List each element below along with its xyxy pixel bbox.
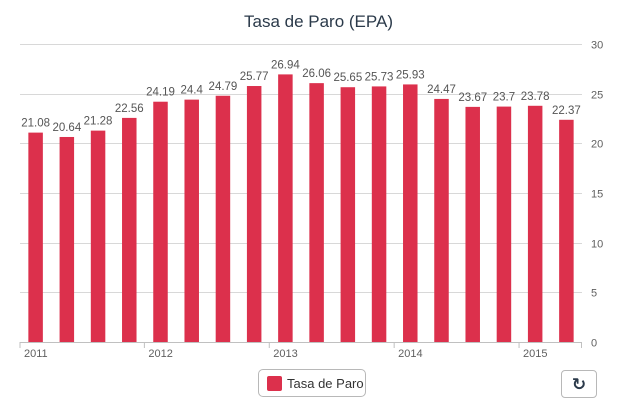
data-label: 23.67 (458, 92, 487, 104)
x-tick-label: 2015 (523, 348, 547, 360)
data-label: 20.64 (52, 122, 81, 134)
bar[interactable] (122, 117, 137, 343)
data-label: 21.08 (21, 118, 50, 130)
y-tick-label: 15 (591, 189, 603, 201)
bar[interactable] (28, 132, 43, 342)
data-label: 22.37 (552, 105, 581, 117)
bar[interactable] (90, 130, 106, 342)
axes: 0 5 10 15 20 25 30 2011 2012 2013 2014 2015 (19, 40, 603, 360)
data-label: 22.56 (115, 103, 144, 115)
data-label: 23.7 (493, 92, 515, 104)
legend-label: Tasa de Paro (287, 375, 364, 391)
bars (28, 74, 574, 343)
bar[interactable] (215, 95, 231, 342)
bar[interactable] (496, 106, 512, 342)
bar[interactable] (59, 136, 75, 342)
y-tick-label: 25 (591, 90, 603, 102)
bar[interactable] (403, 84, 418, 343)
data-label: 24.79 (209, 81, 238, 93)
refresh-button[interactable]: ↻ (561, 370, 597, 398)
y-tick-label: 5 (591, 288, 597, 300)
bar[interactable] (465, 106, 480, 342)
data-label: 25.77 (240, 71, 269, 83)
bar[interactable] (434, 98, 449, 343)
data-label: 21.28 (84, 116, 113, 128)
y-tick-label: 0 (591, 338, 597, 350)
x-tick-label: 2014 (398, 348, 422, 360)
data-label: 25.93 (396, 69, 425, 81)
data-label: 24.47 (427, 84, 456, 96)
legend-swatch (267, 375, 282, 391)
bar[interactable] (340, 87, 356, 343)
y-tick-label: 30 (591, 40, 603, 52)
gridlines (20, 44, 582, 293)
bar[interactable] (184, 99, 199, 342)
refresh-icon: ↻ (571, 374, 587, 394)
data-label: 23.78 (521, 91, 550, 103)
bar[interactable] (246, 86, 262, 343)
chart-title: Tasa de Paro (EPA) (244, 12, 393, 31)
bar[interactable] (559, 119, 574, 342)
data-label: 26.06 (302, 68, 331, 80)
bar[interactable] (278, 74, 293, 343)
x-tick-label: 2013 (273, 348, 297, 360)
data-label: 26.94 (271, 59, 300, 71)
x-tick-label: 2012 (148, 348, 172, 360)
bar[interactable] (153, 101, 168, 343)
x-tick-label: 2011 (24, 348, 48, 360)
data-label: 24.19 (146, 87, 175, 99)
y-tick-label: 10 (591, 239, 603, 251)
y-tick-label: 20 (591, 139, 603, 151)
bar[interactable] (527, 105, 543, 342)
bar[interactable] (309, 83, 324, 342)
legend-item[interactable]: Tasa de Paro (258, 369, 366, 397)
bar[interactable] (371, 86, 387, 342)
data-label: 24.4 (181, 85, 204, 97)
data-label: 25.65 (333, 72, 362, 84)
data-label: 25.73 (365, 71, 394, 83)
